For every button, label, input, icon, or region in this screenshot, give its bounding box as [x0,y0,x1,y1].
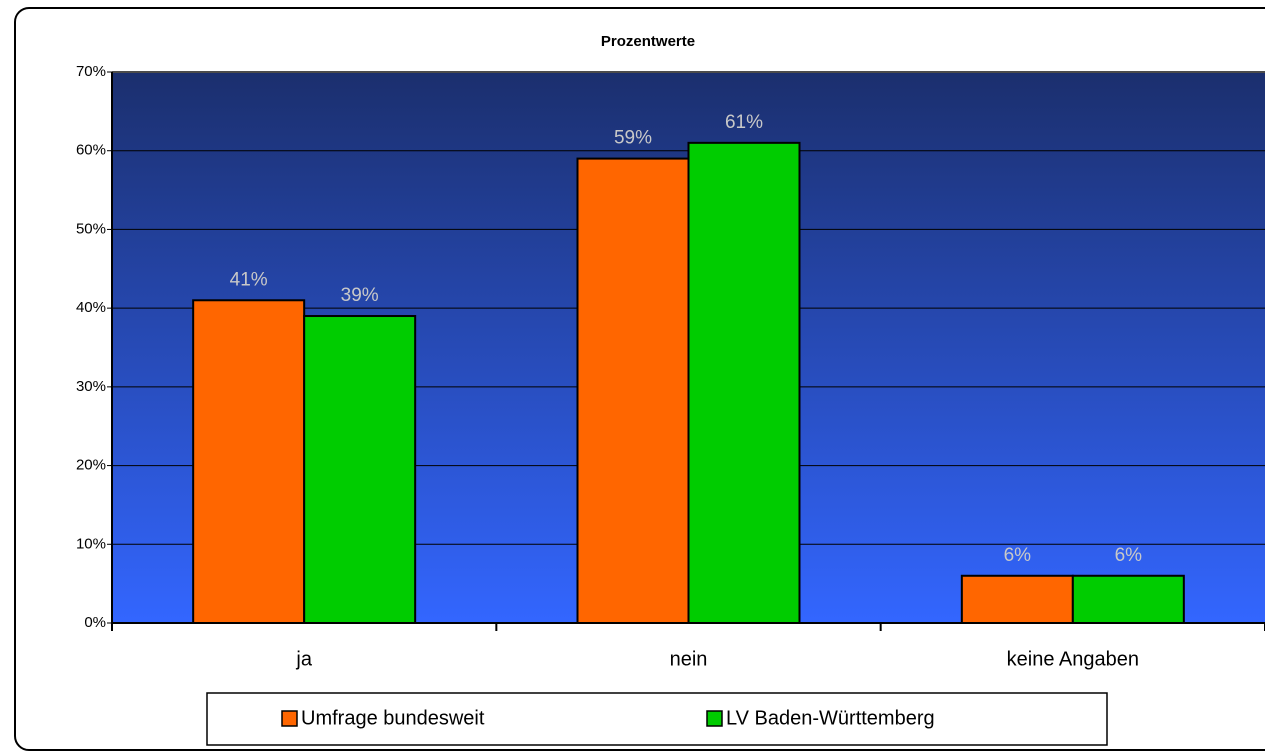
y-tick-label: 50% [76,220,106,237]
bar [1071,574,1185,624]
data-label: 6% [1004,545,1032,566]
y-tick-label: 70% [76,63,106,80]
data-label: 6% [1115,545,1143,566]
legend-label: LV Baden-Württemberg [726,707,935,729]
y-tick-label: 40% [76,299,106,316]
bar [192,299,306,624]
legend-swatch [706,710,723,727]
bar [960,574,1074,624]
y-tick-label: 30% [76,378,106,395]
x-tick-label: ja [295,648,312,670]
x-tick-label: keine Angaben [1007,648,1139,670]
bar [687,141,801,624]
data-label: 41% [230,269,268,290]
y-tick-label: 0% [84,614,106,631]
data-label: 61% [725,112,763,133]
data-label: 39% [341,285,379,306]
legend [206,692,1108,746]
x-tick-label: nein [670,648,708,670]
legend-swatch [281,710,298,727]
legend-box [206,692,1108,746]
y-tick-label: 60% [76,142,106,159]
bar [576,157,690,624]
y-tick-label: 10% [76,535,106,552]
legend-label: Umfrage bundesweit [301,707,485,729]
data-label: 59% [614,128,652,149]
y-tick-label: 20% [76,457,106,474]
chart-title: Prozentwerte [601,33,695,50]
bar [303,315,417,624]
